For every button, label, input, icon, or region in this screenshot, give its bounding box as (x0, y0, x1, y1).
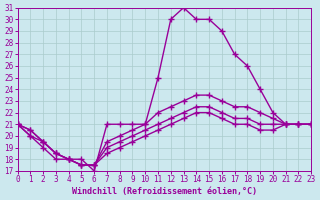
X-axis label: Windchill (Refroidissement éolien,°C): Windchill (Refroidissement éolien,°C) (72, 187, 257, 196)
